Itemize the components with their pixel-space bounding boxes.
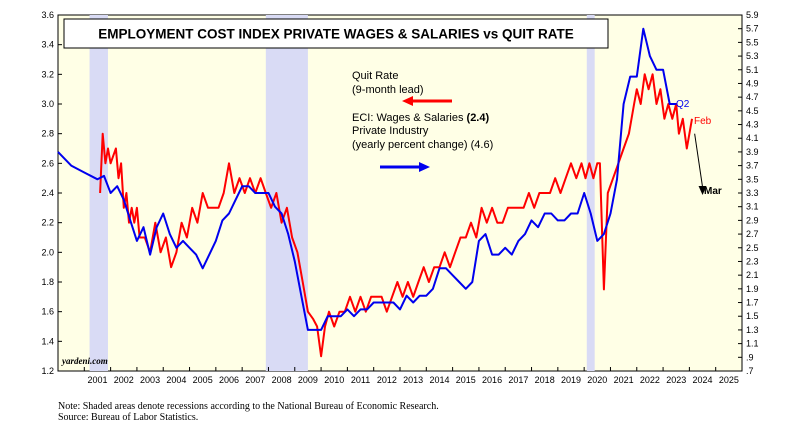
legend-eci-prior: (4.6)	[471, 139, 494, 151]
x-tick-label: 2010	[324, 375, 344, 385]
x-tick-label: 2015	[456, 375, 476, 385]
right-tick-label: 4.3	[746, 120, 759, 130]
x-tick-label: 2003	[140, 375, 160, 385]
left-tick-label: 2.8	[41, 129, 54, 139]
left-tick-label: 3.4	[41, 40, 54, 50]
right-tick-label: 2.1	[746, 270, 759, 280]
right-tick-label: 2.7	[746, 229, 759, 239]
legend-eci-line3: (yearly percent change) (4.6)	[352, 139, 493, 151]
left-tick-label: 1.2	[41, 366, 54, 376]
right-tick-label: 2.3	[746, 256, 759, 266]
legend-eci-text: ECI: Wages & Salaries	[352, 112, 464, 124]
x-tick-label: 2005	[193, 375, 213, 385]
legend-eci-line1: ECI: Wages & Salaries (2.4)	[352, 112, 489, 124]
x-tick-label: 2008	[272, 375, 292, 385]
right-tick-label: 1.9	[746, 284, 759, 294]
x-tick-label: 2014	[429, 375, 449, 385]
x-tick-label: 2023	[666, 375, 686, 385]
right-tick-label: 1.7	[746, 298, 759, 308]
right-tick-label: .9	[746, 352, 754, 362]
x-tick-label: 2001	[87, 375, 107, 385]
left-tick-label: 2.4	[41, 188, 54, 198]
left-tick-label: 3.0	[41, 99, 54, 109]
x-tick-label: 2009	[298, 375, 318, 385]
right-tick-label: 3.9	[746, 147, 759, 157]
x-tick-label: 2016	[482, 375, 502, 385]
axis-ticks: 1.2 1.4 1.6 1.8 2.0 2.2 2.4 2.6 2.8 3.0 3.2 3.4 3.6.…	[41, 10, 758, 385]
right-tick-label: 5.9	[746, 10, 759, 20]
x-tick-label: 2013	[403, 375, 423, 385]
footnote-source: Source: Bureau of Labor Statistics.	[58, 412, 199, 423]
right-tick-label: 1.3	[746, 325, 759, 335]
right-tick-label: 3.7	[746, 161, 759, 171]
projection-arrowhead	[698, 186, 707, 195]
left-tick-label: 1.8	[41, 277, 54, 287]
chart-title-box: EMPLOYMENT COST INDEX PRIVATE WAGES & SA…	[63, 18, 609, 49]
x-tick-label: 2012	[377, 375, 397, 385]
left-tick-label: 1.6	[41, 307, 54, 317]
legend-eci-value: (2.4)	[467, 112, 490, 124]
left-tick-label: 1.4	[41, 336, 54, 346]
right-tick-label: 1.1	[746, 339, 759, 349]
legend-quit-line1: Quit Rate	[352, 70, 398, 82]
recession-band-2	[586, 15, 595, 371]
legend-quit-arrowhead	[402, 96, 413, 106]
footnote-note: Note: Shaded areas denote recessions acc…	[58, 401, 439, 412]
right-tick-label: 5.3	[746, 51, 759, 61]
right-tick-label: 2.5	[746, 243, 759, 253]
legend-eci-line2: Private Industry	[352, 125, 429, 137]
plot-area	[57, 14, 743, 372]
right-tick-label: 5.7	[746, 24, 759, 34]
left-tick-label: 2.0	[41, 247, 54, 257]
right-tick-label: 3.1	[746, 202, 759, 212]
x-tick-label: 2011	[351, 375, 370, 385]
right-tick-label: 3.5	[746, 174, 759, 184]
x-tick-label: 2017	[508, 375, 528, 385]
right-tick-label: 4.9	[746, 78, 759, 88]
left-tick-label: 2.6	[41, 158, 54, 168]
x-tick-label: 2020	[587, 375, 607, 385]
x-tick-label: 2022	[640, 375, 660, 385]
recession-band-0	[89, 15, 108, 371]
projection-arrow-shaft	[694, 133, 704, 188]
right-tick-label: 1.5	[746, 311, 759, 321]
left-tick-label: 2.2	[41, 218, 54, 228]
x-tick-label: 2024	[693, 375, 713, 385]
right-tick-label: 4.5	[746, 106, 759, 116]
projection-arrow	[694, 133, 707, 195]
legend-eci-line3-text: (yearly percent change)	[352, 139, 468, 151]
right-tick-label: 5.1	[746, 65, 759, 75]
x-tick-label: 2021	[614, 375, 634, 385]
left-tick-label: 3.6	[41, 10, 54, 20]
right-tick-label: 5.5	[746, 37, 759, 47]
chart-title: EMPLOYMENT COST INDEX PRIVATE WAGES & SA…	[98, 27, 574, 42]
x-tick-label: 2002	[114, 375, 134, 385]
x-tick-label: 2025	[719, 375, 739, 385]
right-tick-label: 3.3	[746, 188, 759, 198]
right-tick-label: .7	[746, 366, 754, 376]
recession-band-1	[265, 15, 308, 371]
x-tick-label: 2019	[561, 375, 581, 385]
annotation-mar: Mar	[704, 186, 722, 197]
annotation-q2: Q2	[676, 99, 690, 110]
eci-line	[57, 27, 677, 331]
x-tick-label: 2004	[166, 375, 186, 385]
legend-eci-arrowhead	[419, 162, 430, 172]
right-tick-label: 4.7	[746, 92, 759, 102]
right-tick-label: 2.9	[746, 215, 759, 225]
x-tick-label: 2006	[219, 375, 239, 385]
right-tick-label: 4.1	[746, 133, 759, 143]
x-tick-label: 2007	[245, 375, 265, 385]
x-tick-label: 2018	[535, 375, 555, 385]
legend-quit-line2: (9-month lead)	[352, 84, 424, 96]
watermark: yardeni.com	[61, 356, 108, 366]
series-lines	[57, 27, 693, 358]
legend: Quit Rate (9-month lead) ECI: Wages & Sa…	[352, 70, 493, 172]
left-tick-label: 3.2	[41, 69, 54, 79]
annotation-feb: Feb	[694, 116, 712, 127]
recession-bands	[89, 15, 595, 371]
